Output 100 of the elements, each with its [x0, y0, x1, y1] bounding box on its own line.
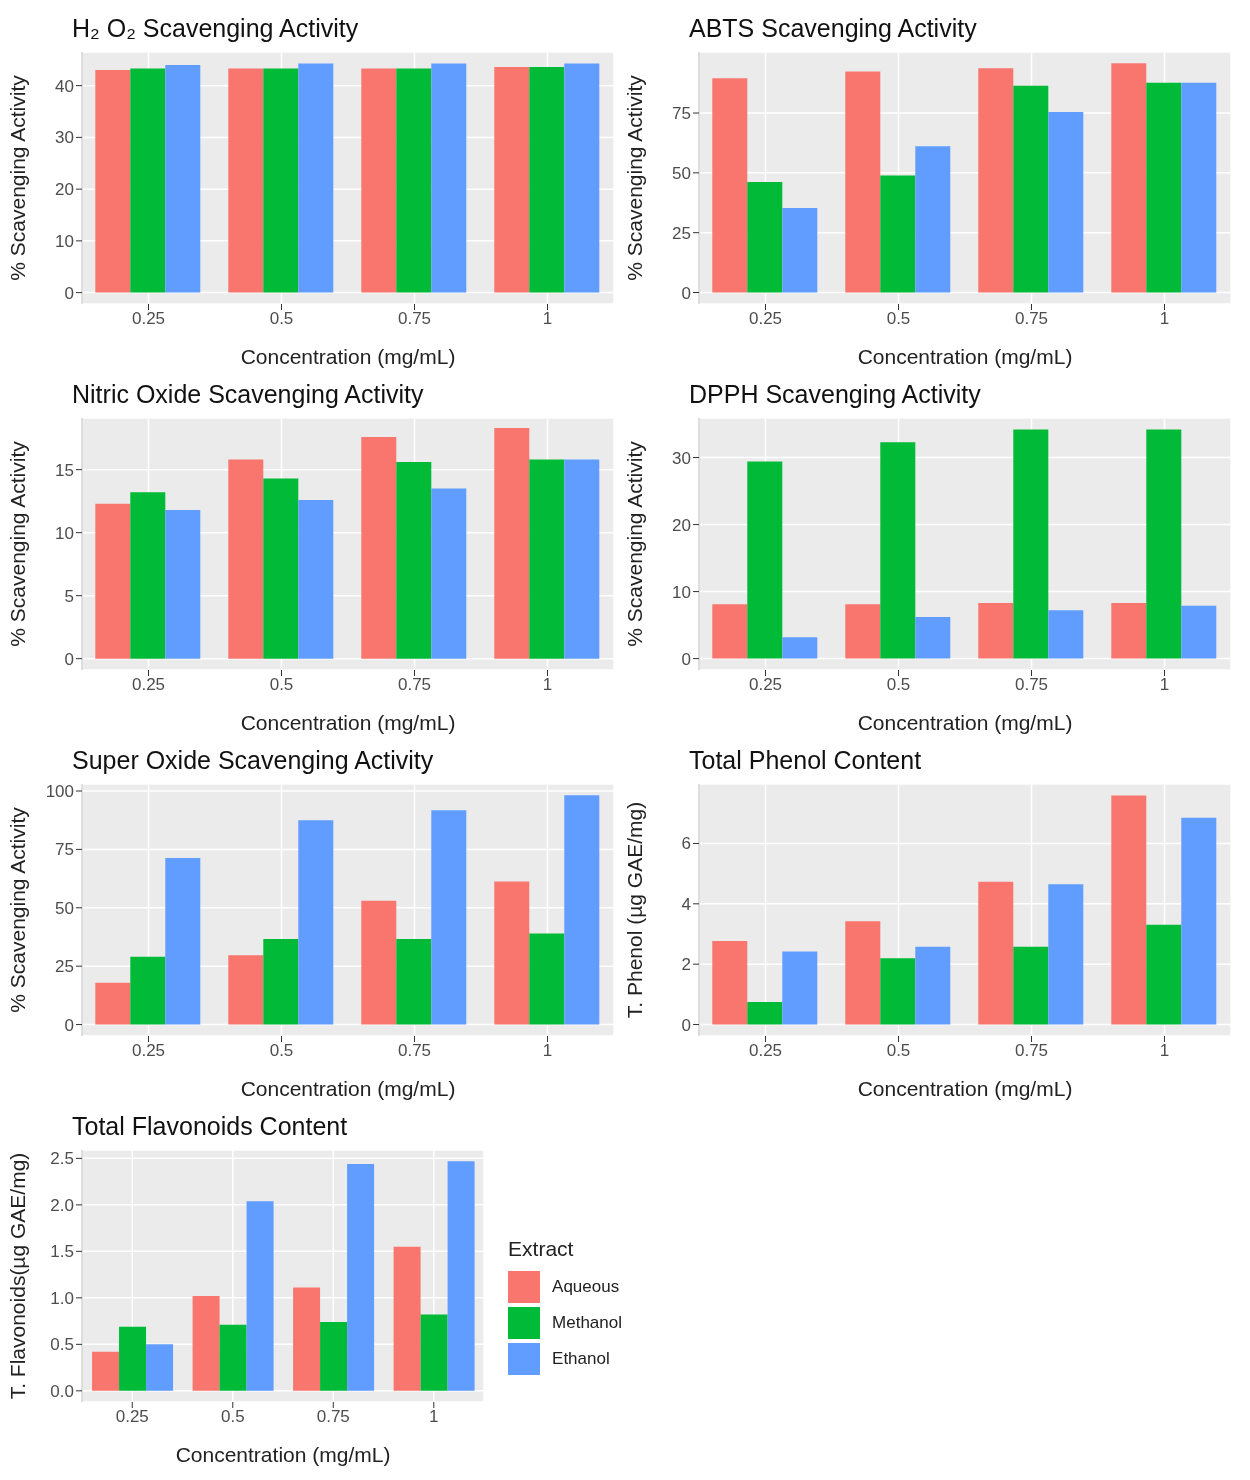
chart-title: Total Phenol Content	[688, 745, 923, 776]
bar	[529, 933, 565, 1025]
x-axis-title: Concentration (mg/mL)	[240, 1077, 456, 1100]
bar	[298, 63, 334, 293]
bar	[165, 858, 201, 1025]
chart-title: DPPH Scavenging Activity	[688, 379, 982, 410]
x-tick-label: 0.75	[1014, 1041, 1049, 1061]
y-tick-label: 10	[672, 582, 691, 602]
y-tick-label: 4	[681, 894, 691, 914]
y-tick-label: 75	[672, 104, 691, 124]
x-tick-label: 0.25	[115, 1407, 149, 1427]
y-axis-title: T. Flavonoids(µg GAE/mg)	[6, 1152, 30, 1400]
y-tick-label: 40	[55, 76, 74, 96]
y-tick-label: 100	[45, 782, 74, 802]
y-axis-title: T. Phenol (µg GAE/mg)	[623, 801, 647, 1019]
x-tick-label: 0.75	[1014, 675, 1049, 695]
bar	[915, 146, 951, 293]
bar	[1048, 610, 1084, 659]
bar	[347, 1163, 375, 1391]
x-tick-label: 1	[542, 309, 553, 329]
bar	[747, 1001, 783, 1025]
bar	[978, 602, 1014, 659]
y-axis-title: % Scavenging Activity	[623, 74, 647, 281]
bar	[298, 820, 334, 1025]
bar	[263, 478, 299, 659]
bar	[447, 1161, 475, 1391]
x-tick-label: 0.5	[886, 1041, 911, 1061]
x-axis-title: Concentration (mg/mL)	[857, 711, 1073, 734]
x-tick-label: 0.75	[397, 1041, 432, 1061]
bar	[1048, 884, 1084, 1025]
bar	[228, 459, 264, 659]
bar	[263, 68, 299, 293]
y-tick-label: 0	[64, 649, 74, 669]
x-tick-label: 1	[429, 1407, 439, 1427]
x-tick-label: 0.25	[748, 309, 783, 329]
bar	[130, 492, 166, 659]
bar	[396, 462, 432, 659]
y-tick-label: 15	[55, 460, 74, 480]
y-tick-label: 0	[64, 283, 74, 303]
bar	[978, 881, 1014, 1025]
bar	[915, 617, 951, 659]
bar	[494, 67, 530, 293]
x-axis-title: Concentration (mg/mL)	[857, 345, 1073, 368]
bar	[192, 1295, 220, 1391]
bar	[263, 939, 299, 1025]
bar	[782, 637, 818, 659]
y-tick-label: 5	[64, 586, 74, 606]
bar	[165, 509, 201, 659]
bar	[1048, 112, 1084, 293]
bar	[298, 499, 334, 659]
bar	[361, 68, 397, 293]
x-tick-label: 1	[542, 1041, 553, 1061]
bar	[219, 1324, 247, 1391]
bar	[880, 958, 916, 1025]
bar	[431, 810, 467, 1025]
y-tick-label: 0.0	[50, 1381, 74, 1401]
x-tick-label: 0.25	[748, 675, 783, 695]
y-tick-label: 1.5	[50, 1242, 74, 1262]
x-axis-title: Concentration (mg/mL)	[240, 711, 456, 734]
bar	[1111, 63, 1147, 293]
y-tick-label: 0	[681, 649, 691, 669]
y-axis-title: % Scavenging Activity	[6, 806, 30, 1013]
bar	[845, 71, 881, 293]
bar	[564, 795, 600, 1025]
bar	[978, 68, 1014, 293]
bar	[361, 436, 397, 659]
y-tick-label: 2.5	[50, 1149, 74, 1169]
bar	[1111, 795, 1147, 1025]
bar	[431, 63, 467, 293]
bar	[1146, 82, 1182, 293]
y-tick-label: 30	[672, 448, 691, 468]
bar	[165, 64, 201, 293]
chart-title: Super Oxide Scavenging Activity	[71, 745, 435, 776]
bar	[712, 940, 748, 1025]
bar	[228, 68, 264, 293]
bar	[747, 181, 783, 293]
x-tick-label: 0.75	[316, 1407, 350, 1427]
y-tick-label: 20	[55, 180, 74, 200]
bar	[747, 461, 783, 659]
bar	[95, 70, 131, 293]
bar	[1181, 82, 1217, 293]
bar	[92, 1351, 120, 1391]
x-tick-label: 0.75	[397, 309, 432, 329]
bar	[361, 900, 397, 1025]
bar	[845, 921, 881, 1025]
y-tick-label: 50	[672, 163, 691, 183]
y-tick-label: 75	[55, 840, 74, 860]
bar	[320, 1322, 348, 1391]
x-tick-label: 0.5	[269, 1041, 294, 1061]
bar	[564, 63, 600, 293]
x-tick-label: 1	[542, 675, 553, 695]
y-tick-label: 0	[681, 283, 691, 303]
x-tick-label: 0.25	[131, 675, 166, 695]
x-tick-label: 0.5	[886, 309, 911, 329]
bar	[1181, 605, 1217, 659]
bar	[420, 1314, 448, 1391]
legend-label: Methanol	[552, 1313, 622, 1333]
bar	[1146, 429, 1182, 659]
bar	[1013, 946, 1049, 1025]
chart-title: Total Flavonoids Content	[71, 1111, 349, 1142]
